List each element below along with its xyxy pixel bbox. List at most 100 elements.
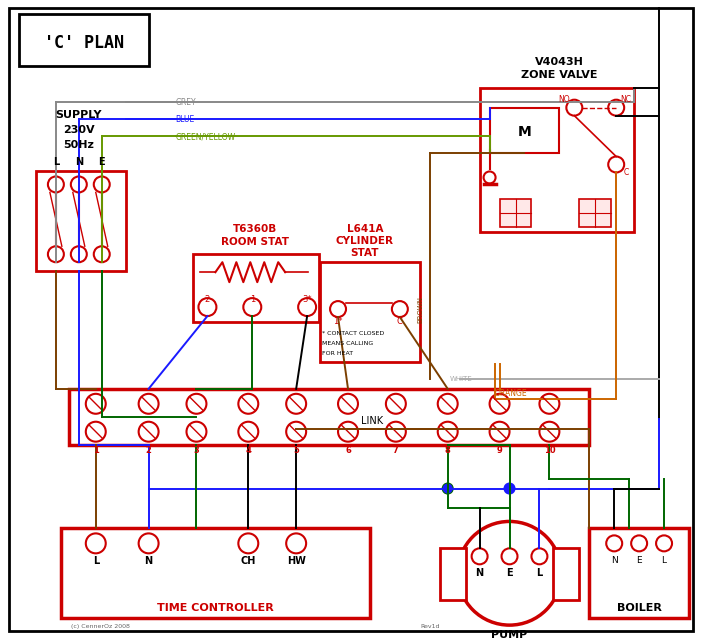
Text: L641A: L641A (347, 224, 383, 235)
Text: 6: 6 (345, 446, 351, 455)
Circle shape (239, 394, 258, 413)
Circle shape (94, 246, 110, 262)
Text: GREY: GREY (176, 98, 196, 107)
Circle shape (187, 422, 206, 442)
Text: V4043H: V4043H (535, 57, 584, 67)
Circle shape (338, 394, 358, 413)
Text: STAT: STAT (351, 248, 379, 258)
Text: HW: HW (286, 556, 305, 566)
Text: E: E (506, 569, 513, 578)
Bar (489, 108, 559, 153)
Text: 7: 7 (393, 446, 399, 455)
Text: 1: 1 (250, 295, 255, 304)
Circle shape (567, 100, 582, 115)
Circle shape (608, 156, 624, 172)
Circle shape (298, 298, 316, 316)
Circle shape (489, 394, 510, 413)
Text: WHITE: WHITE (450, 376, 472, 382)
Circle shape (86, 394, 106, 413)
Text: E: E (98, 156, 105, 167)
Bar (589, 528, 689, 618)
Circle shape (505, 483, 515, 494)
Circle shape (443, 483, 453, 494)
Circle shape (438, 422, 458, 442)
Text: 2: 2 (146, 446, 152, 455)
Circle shape (199, 298, 216, 316)
Circle shape (338, 422, 358, 442)
Circle shape (239, 533, 258, 553)
Circle shape (386, 422, 406, 442)
Text: T6360B: T6360B (233, 224, 277, 235)
Circle shape (187, 394, 206, 413)
Text: 4: 4 (246, 446, 251, 455)
Bar (19, 14, 149, 66)
Text: 50Hz: 50Hz (63, 140, 94, 149)
Text: 10: 10 (543, 446, 555, 455)
Text: N: N (611, 556, 618, 565)
Text: (c) CennerOz 2008: (c) CennerOz 2008 (72, 624, 130, 629)
Text: 9: 9 (497, 446, 503, 455)
Circle shape (608, 100, 624, 115)
Text: L: L (661, 556, 667, 565)
Circle shape (531, 548, 548, 564)
Circle shape (607, 535, 622, 551)
Text: C: C (623, 168, 629, 177)
Circle shape (501, 548, 517, 564)
Circle shape (244, 298, 261, 316)
Text: NC: NC (621, 96, 632, 104)
Circle shape (484, 172, 496, 183)
Circle shape (392, 301, 408, 317)
Bar (479, 88, 634, 232)
Circle shape (286, 533, 306, 553)
Text: 1*: 1* (333, 317, 343, 326)
Text: * CONTACT CLOSED: * CONTACT CLOSED (322, 331, 384, 337)
Circle shape (94, 176, 110, 192)
Circle shape (138, 394, 159, 413)
Bar (320, 262, 420, 362)
Text: 3*: 3* (303, 295, 312, 304)
Text: N: N (475, 569, 484, 578)
Text: L: L (536, 569, 543, 578)
Text: L: L (93, 556, 99, 566)
Circle shape (48, 176, 64, 192)
Circle shape (631, 535, 647, 551)
Bar (61, 528, 370, 618)
Text: FOR HEAT: FOR HEAT (322, 351, 353, 356)
Text: SUPPLY: SUPPLY (55, 110, 102, 120)
Bar (69, 389, 589, 445)
Text: MEANS CALLING: MEANS CALLING (322, 342, 373, 347)
Bar (579, 199, 611, 228)
Circle shape (138, 422, 159, 442)
Circle shape (71, 246, 87, 262)
Text: CYLINDER: CYLINDER (336, 237, 394, 246)
Circle shape (386, 394, 406, 413)
Text: NO: NO (559, 96, 570, 104)
Circle shape (472, 548, 488, 564)
Bar (553, 548, 579, 600)
Circle shape (489, 422, 510, 442)
Text: M: M (517, 124, 531, 138)
Circle shape (48, 246, 64, 262)
Text: PUMP: PUMP (491, 630, 528, 640)
Text: ORANGE: ORANGE (495, 389, 527, 398)
Text: TIME CONTROLLER: TIME CONTROLLER (157, 603, 274, 613)
Circle shape (458, 521, 562, 625)
Circle shape (286, 394, 306, 413)
Text: C: C (397, 317, 403, 326)
Text: 8: 8 (445, 446, 451, 455)
Circle shape (71, 176, 87, 192)
Text: L: L (53, 156, 59, 167)
Text: CH: CH (241, 556, 256, 566)
Text: 'C' PLAN: 'C' PLAN (44, 34, 124, 52)
Text: N: N (74, 156, 83, 167)
Bar (194, 254, 319, 322)
Circle shape (438, 394, 458, 413)
Text: LINK: LINK (361, 416, 383, 426)
Text: BOILER: BOILER (616, 603, 661, 613)
Bar (500, 199, 531, 228)
Text: 5: 5 (293, 446, 299, 455)
Circle shape (444, 485, 451, 492)
Circle shape (539, 394, 559, 413)
Text: BLUE: BLUE (176, 115, 194, 124)
Circle shape (138, 533, 159, 553)
